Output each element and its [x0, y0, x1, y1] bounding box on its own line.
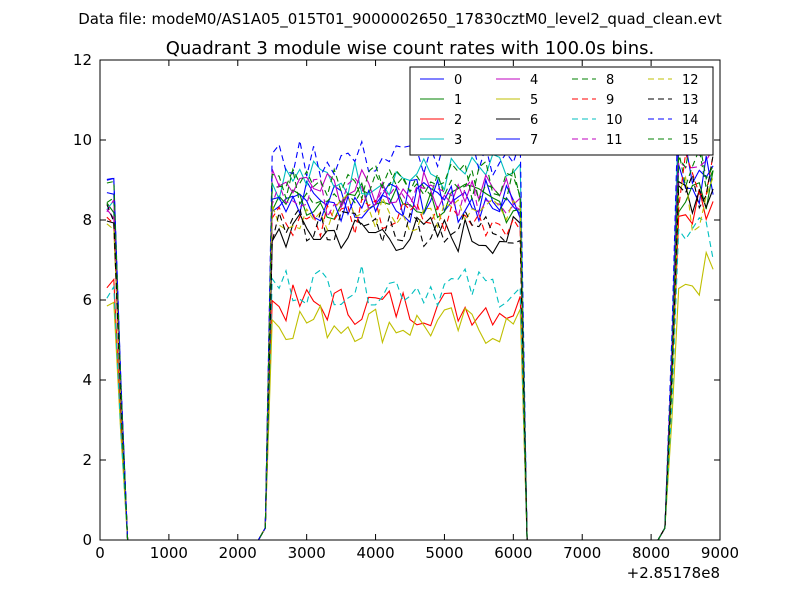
- legend-label-8: 8: [606, 73, 614, 88]
- y-tick-label: 4: [82, 371, 92, 389]
- series-line-11: [106, 148, 714, 540]
- legend-label-13: 13: [682, 93, 699, 108]
- legend-label-15: 15: [682, 133, 699, 148]
- x-tick-label: 5000: [425, 544, 463, 562]
- y-tick-label: 12: [73, 51, 92, 69]
- legend-label-7: 7: [530, 133, 538, 148]
- x-tick-label: 1000: [150, 544, 188, 562]
- legend-label-11: 11: [606, 133, 623, 148]
- x-offset-label: +2.85178e8: [627, 564, 720, 582]
- legend-label-10: 10: [606, 113, 623, 128]
- series-line-15: [106, 129, 714, 540]
- legend-label-12: 12: [682, 73, 699, 88]
- plot-area: 0 1000 2000 3000 4000 5000 6000 7000 8000 9000 0 2 4…: [73, 51, 739, 562]
- series-line-10: [106, 217, 714, 540]
- legend-box: [409, 66, 714, 156]
- x-tick-label: 8000: [632, 544, 670, 562]
- suptitle: Data file: modeM0/AS1A05_015T01_90000026…: [78, 10, 722, 29]
- series-line-13: [106, 155, 714, 540]
- legend-label-5: 5: [530, 93, 538, 108]
- series-line-7: [106, 143, 714, 540]
- y-tick-label: 6: [82, 291, 92, 309]
- series-line-5: [106, 250, 714, 540]
- chart-title: Quadrant 3 module wise count rates with …: [166, 38, 655, 59]
- series-line-3: [106, 90, 714, 540]
- series-line-1: [106, 170, 714, 540]
- x-tick-label: 2000: [219, 544, 257, 562]
- series-line-8: [106, 147, 714, 540]
- legend-label-0: 0: [454, 73, 462, 88]
- x-tick-label: 4000: [356, 544, 394, 562]
- y-tick-label: 10: [73, 131, 92, 149]
- x-tick-label: 7000: [563, 544, 601, 562]
- legend-label-4: 4: [530, 73, 538, 88]
- series-line-12: [106, 175, 714, 540]
- legend-label-6: 6: [530, 113, 538, 128]
- x-tick-label: 6000: [494, 544, 532, 562]
- x-tick-label: 3000: [288, 544, 326, 562]
- x-tick-label: 0: [95, 544, 105, 562]
- y-tick-label: 0: [82, 531, 92, 549]
- series-line-6: [106, 180, 714, 540]
- legend-label-14: 14: [682, 113, 699, 128]
- series-line-2: [106, 188, 714, 540]
- series-line-4: [106, 108, 714, 540]
- x-tick-label: 9000: [701, 544, 739, 562]
- legend-label-9: 9: [606, 93, 614, 108]
- legend-label-1: 1: [454, 93, 462, 108]
- legend-label-2: 2: [454, 113, 462, 128]
- series-line-9: [106, 153, 714, 540]
- y-tick-label: 2: [82, 451, 92, 469]
- legend-label-3: 3: [454, 133, 462, 148]
- y-tick-label: 8: [82, 211, 92, 229]
